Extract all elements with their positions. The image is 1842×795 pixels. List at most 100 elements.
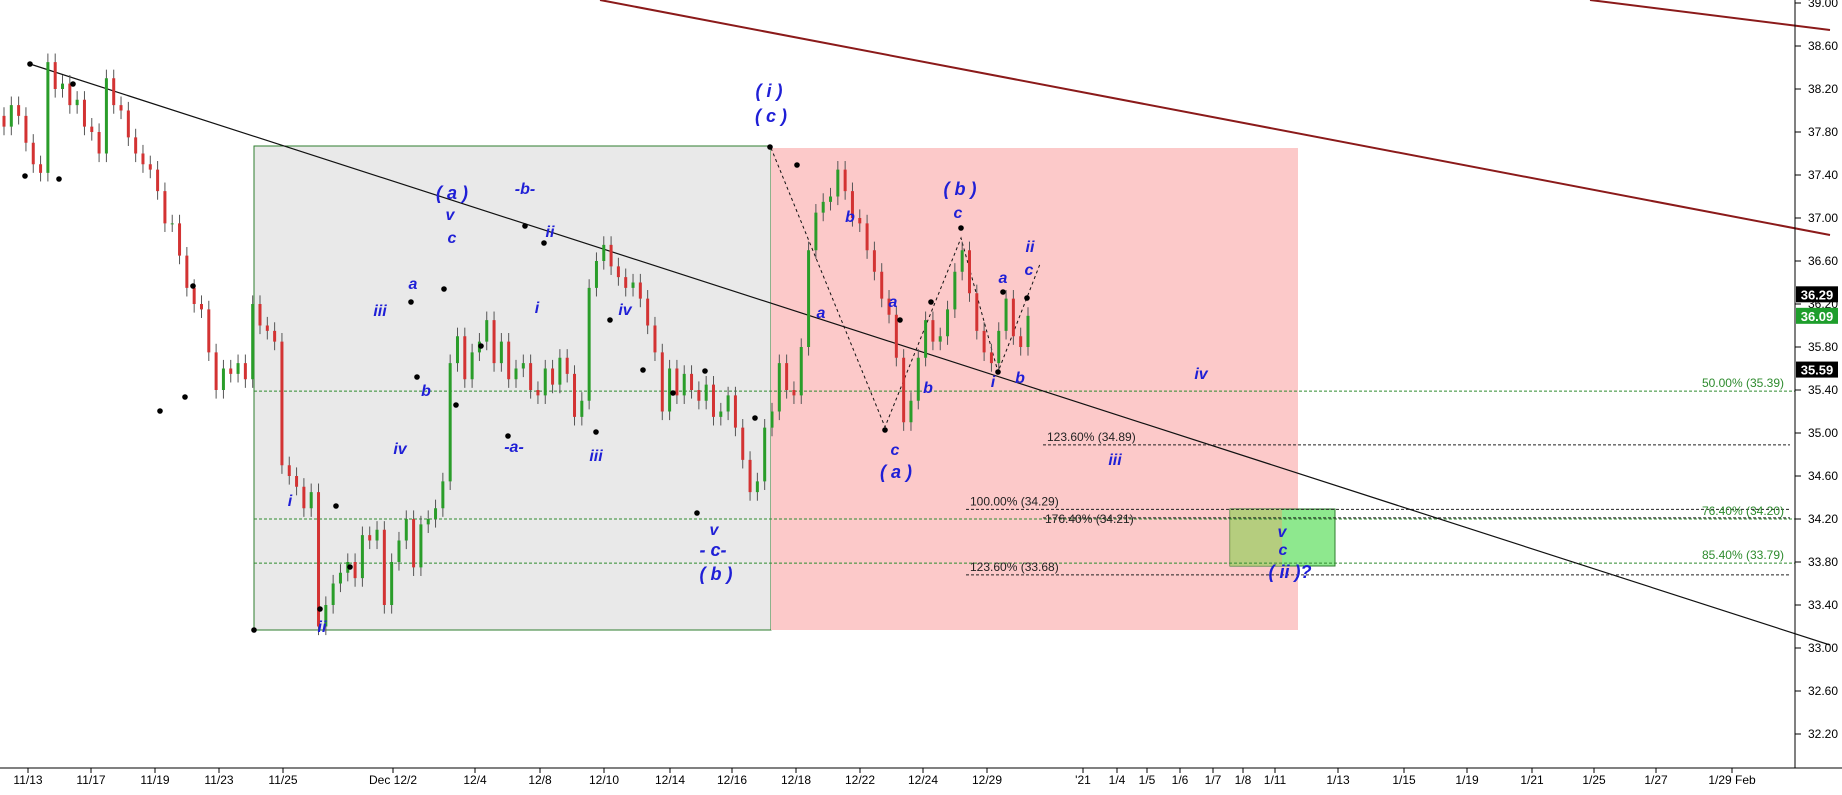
candle-body bbox=[755, 481, 759, 493]
x-tick-label: 1/15 bbox=[1392, 773, 1416, 787]
candle-body bbox=[748, 459, 752, 493]
candle-body bbox=[1011, 298, 1015, 337]
candle-body bbox=[821, 201, 825, 213]
wave-label: a bbox=[817, 305, 826, 322]
candle-body bbox=[31, 142, 35, 165]
x-tick-label: 1/25 bbox=[1582, 773, 1606, 787]
candle-body bbox=[631, 282, 635, 288]
wave-label: iv bbox=[393, 441, 407, 458]
candle-body bbox=[39, 164, 43, 173]
candle-body bbox=[565, 357, 569, 374]
candle-body bbox=[463, 336, 467, 380]
y-tick-label: 38.60 bbox=[1808, 39, 1838, 53]
x-tick-label: 12/4 bbox=[463, 773, 487, 787]
pivot-dot bbox=[694, 510, 700, 516]
pivot-dot bbox=[56, 176, 62, 182]
candle-body bbox=[397, 540, 401, 562]
candle-body bbox=[909, 400, 913, 423]
candle-body bbox=[953, 271, 957, 310]
candle-body bbox=[338, 572, 342, 584]
wave-label: i bbox=[991, 374, 996, 391]
x-tick-label: 12/14 bbox=[655, 773, 685, 787]
wave-label: c bbox=[891, 442, 900, 459]
pivot-dot bbox=[333, 503, 339, 509]
x-tick-label: 12/29 bbox=[972, 773, 1002, 787]
wave-label: c bbox=[1279, 542, 1288, 559]
x-tick-label: 1/8 bbox=[1235, 773, 1252, 787]
candle-body bbox=[807, 250, 811, 347]
candle-body bbox=[682, 373, 686, 396]
wave-label: ( b ) bbox=[700, 564, 733, 584]
x-tick-label: 1/7 bbox=[1205, 773, 1222, 787]
wave-label: ( b ) bbox=[944, 179, 977, 199]
dashed-zigzag bbox=[770, 147, 1041, 429]
candle-body bbox=[258, 304, 262, 326]
candle-body bbox=[97, 132, 101, 154]
fib-level-label: 123.60% (34.89) bbox=[1047, 430, 1136, 444]
pivot-dot bbox=[522, 223, 528, 229]
pivot-dot bbox=[670, 390, 676, 396]
candle-body bbox=[551, 368, 555, 385]
wave-label: - c- bbox=[700, 540, 727, 560]
candle-body bbox=[448, 363, 452, 482]
candle-body bbox=[404, 519, 408, 541]
pivot-dot bbox=[767, 144, 773, 150]
candle-body bbox=[521, 363, 525, 369]
wave-label: iv bbox=[1194, 366, 1208, 383]
candle-body bbox=[17, 105, 21, 116]
candle-body bbox=[90, 126, 94, 132]
candle-body bbox=[470, 352, 474, 380]
y-tick-label: 37.40 bbox=[1808, 168, 1838, 182]
fib-level-label: 50.00% (35.39) bbox=[1702, 376, 1784, 390]
pivot-dot bbox=[27, 61, 33, 67]
candle-body bbox=[660, 352, 664, 412]
y-tick-label: 33.80 bbox=[1808, 555, 1838, 569]
pivot-dot bbox=[408, 299, 414, 305]
wave-label: ( a ) bbox=[436, 183, 468, 203]
fib-level-label: 76.40% (34.20) bbox=[1702, 504, 1784, 518]
wave-label: b bbox=[1015, 370, 1025, 387]
trendline-black bbox=[29, 63, 1831, 646]
wave-label: v bbox=[446, 207, 456, 224]
candle-body bbox=[924, 320, 928, 358]
wave-label: b bbox=[421, 383, 431, 400]
candle-body bbox=[119, 105, 123, 111]
wave-label: iii bbox=[589, 448, 603, 465]
candle-body bbox=[382, 529, 386, 605]
y-tick-label: 32.20 bbox=[1808, 727, 1838, 741]
x-tick-label: 1/13 bbox=[1326, 773, 1350, 787]
pivot-dot bbox=[347, 564, 353, 570]
candle-body bbox=[587, 287, 591, 401]
candle-body bbox=[455, 336, 459, 364]
candle-body bbox=[726, 395, 730, 412]
x-tick-label: 1/4 bbox=[1109, 773, 1126, 787]
wave-label: ( i ) bbox=[756, 81, 783, 101]
wave-label: i bbox=[535, 300, 540, 317]
x-tick-label: 1/27 bbox=[1644, 773, 1668, 787]
pivot-dot bbox=[441, 286, 447, 292]
candle-body bbox=[353, 562, 357, 579]
x-tick-label: 11/19 bbox=[140, 773, 169, 787]
pivot-dot bbox=[414, 374, 420, 380]
candle-body bbox=[185, 255, 189, 288]
fib-level-label: 123.60% (33.68) bbox=[970, 560, 1059, 574]
candle-body bbox=[704, 384, 708, 401]
candle-body bbox=[675, 368, 679, 396]
candle-body bbox=[938, 336, 942, 342]
candle-body bbox=[324, 605, 328, 627]
candle-body bbox=[412, 519, 416, 568]
wave-label: b bbox=[923, 380, 933, 397]
candle-body bbox=[295, 476, 299, 487]
candle-body bbox=[829, 196, 833, 202]
wave-label: c bbox=[954, 205, 963, 222]
candle-body bbox=[75, 99, 79, 106]
candle-body bbox=[646, 298, 650, 326]
x-tick-label: 1/6 bbox=[1172, 773, 1189, 787]
x-tick-label: 12/10 bbox=[589, 773, 619, 787]
candle-body bbox=[777, 363, 781, 412]
candle-body bbox=[543, 368, 547, 396]
wave-label: ( ii )? bbox=[1269, 562, 1312, 582]
x-tick-label: 1/11 bbox=[1264, 773, 1287, 787]
candle-body bbox=[178, 223, 182, 256]
